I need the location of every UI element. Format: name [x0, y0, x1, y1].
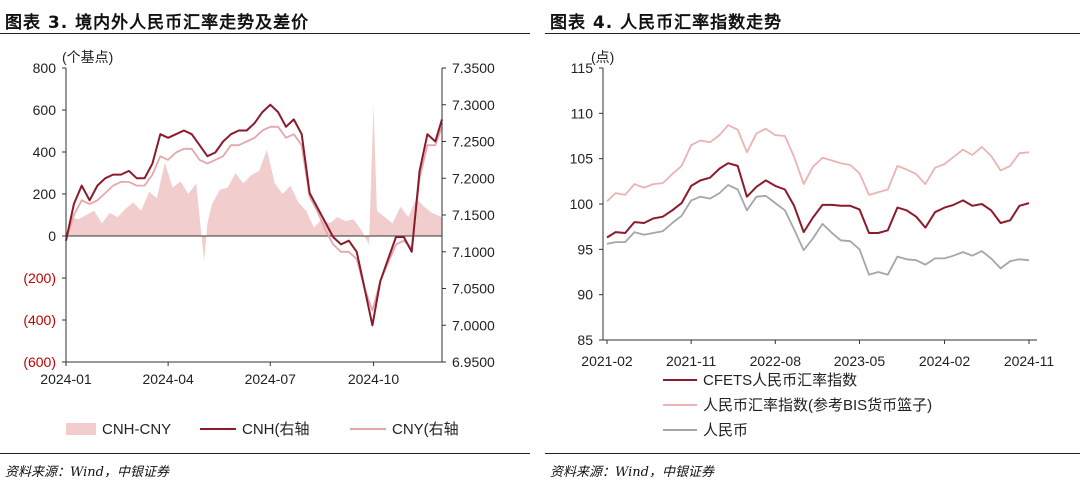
right-y-tick-label: 7.0000 [452, 317, 495, 333]
left-y-tick-label: 400 [33, 144, 57, 160]
right-chart-svg: (点)115 110 105 100 95 90 85 2021-02 2021-11 2022-… [570, 49, 1055, 439]
left-y-tick-label: (400) [23, 312, 56, 328]
right-y-tick-label: 7.2500 [452, 134, 495, 150]
x-tick-label: 2021-11 [666, 353, 717, 369]
x-tick-label: 2024-01 [40, 371, 92, 387]
y-tick-label: 100 [570, 196, 594, 212]
x-tick-label: 2024-10 [348, 371, 400, 387]
x-tick-label: 2022-08 [750, 353, 802, 369]
right-y-tick-label: 7.2000 [452, 170, 495, 186]
y-tick-label: 90 [577, 287, 593, 303]
right-y-tick-label: 7.1500 [452, 207, 495, 223]
y-axis-unit: (点) [591, 49, 614, 65]
left-axis-unit: (个基点) [62, 49, 113, 65]
left-chart-panel: 图表 3. 境内外人民币汇率走势及差价 (个基点) 800 600 400 200 0 (2… [0, 0, 530, 490]
legend-swatch-cnh-cny [66, 423, 96, 435]
right-bottom-divider [545, 453, 1080, 454]
legend-label-cnh-cny: CNH-CNY [102, 421, 171, 438]
right-chart-title: 图表 4. 人民币汇率指数走势 [550, 13, 783, 33]
legend-label-cnh: CNH(右轴 [242, 421, 310, 438]
left-y-tick-label: (600) [23, 354, 56, 370]
series-cnh-line [65, 103, 443, 327]
right-y-tick-label: 7.0500 [452, 281, 495, 297]
series-line-2 [606, 124, 1030, 202]
y-tick-label: 95 [577, 241, 593, 257]
right-title-divider [545, 33, 1080, 34]
x-tick-label: 2024-07 [245, 371, 297, 387]
series-line-3 [606, 184, 1030, 276]
x-tick-label: 2024-04 [142, 371, 194, 387]
legend-label-2: 人民币汇率指数(参考BIS货币篮子) [703, 396, 932, 414]
right-source-note: 资料来源：Wind，中银证券 [550, 465, 714, 480]
left-chart-title: 图表 3. 境内外人民币汇率走势及差价 [5, 13, 310, 33]
left-source-note: 资料来源：Wind，中银证券 [5, 465, 169, 480]
x-tick-label: 2024-02 [919, 353, 971, 369]
left-y-tick-label: 0 [48, 228, 56, 244]
left-y-tick-label: 200 [33, 186, 57, 202]
x-tick-label: 2021-02 [581, 353, 633, 369]
legend-label-3: 人民币 [703, 422, 748, 439]
x-tick-label: 2023-05 [834, 353, 886, 369]
right-y-tick-label: 7.3500 [452, 60, 495, 76]
left-chart-svg: (个基点) 800 600 400 200 0 (200) (400) (600) 7.3500 7… [23, 49, 495, 438]
series-cnh-cny-area [66, 105, 442, 262]
left-y-tick-label: (200) [23, 270, 56, 286]
right-y-tick-label: 7.1000 [452, 244, 495, 260]
y-tick-label: 105 [570, 151, 594, 167]
legend-label-1: CFETS人民币汇率指数 [703, 372, 857, 389]
legend-label-cny: CNY(右轴 [392, 421, 459, 438]
right-y-tick-label: 7.3000 [452, 97, 495, 113]
y-tick-label: 110 [571, 105, 594, 121]
y-tick-label: 115 [571, 60, 594, 76]
right-chart-panel: 图表 4. 人民币汇率指数走势 (点) 115 110 105 100 95 90 85 202… [545, 0, 1080, 490]
y-tick-label: 85 [577, 332, 593, 348]
right-y-tick-label: 6.9500 [452, 354, 495, 370]
left-title-divider [0, 33, 530, 34]
left-bottom-divider [0, 453, 530, 454]
series-line-1 [606, 162, 1030, 239]
left-y-tick-label: 800 [33, 60, 57, 76]
left-y-tick-label: 600 [33, 102, 57, 118]
x-tick-label: 2024-11 [1004, 353, 1055, 369]
